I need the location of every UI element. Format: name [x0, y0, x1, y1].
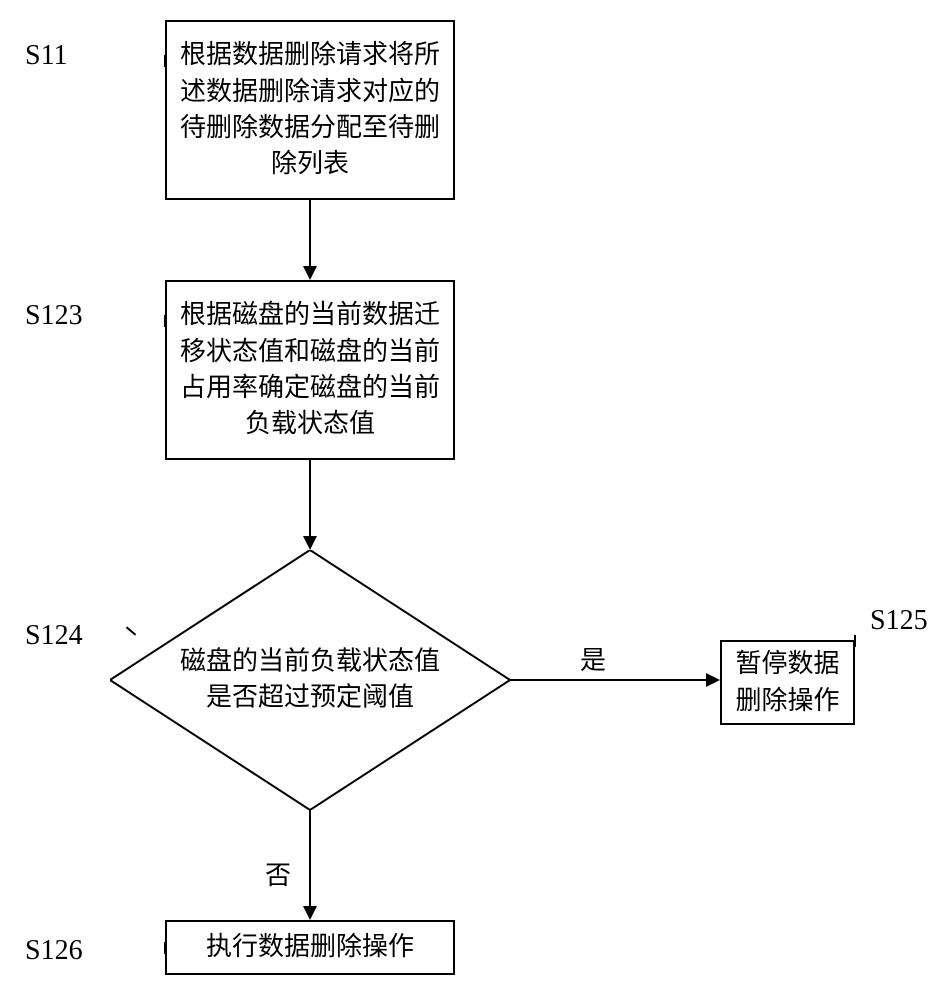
box-s11: 根据数据删除请求将所述数据删除请求对应的待删除数据分配至待删除列表 — [165, 20, 455, 200]
diamond-s124-text: 磁盘的当前负载状态值是否超过预定阈值 — [180, 644, 440, 717]
arrow-s123-s124 — [309, 460, 311, 536]
tick-s123 — [164, 315, 166, 327]
arrow-s124-s126 — [309, 810, 311, 906]
label-s125: S125 — [870, 605, 928, 637]
tick-s126 — [164, 942, 166, 954]
box-s126: 执行数据删除操作 — [165, 920, 455, 975]
arrow-s11-s123 — [309, 200, 311, 266]
box-s123: 根据磁盘的当前数据迁移状态值和磁盘的当前占用率确定磁盘的当前负载状态值 — [165, 280, 455, 460]
label-s126: S126 — [25, 935, 83, 967]
box-s125-text: 暂停数据删除操作 — [730, 646, 845, 719]
edge-label-no: 否 — [265, 855, 291, 892]
diamond-s124: 磁盘的当前负载状态值是否超过预定阈值 — [110, 550, 510, 810]
tick-s125 — [854, 635, 856, 647]
arrowhead-s123-s124 — [303, 536, 317, 550]
label-s124: S124 — [25, 620, 83, 652]
edge-label-yes: 是 — [580, 640, 606, 677]
box-s123-text: 根据磁盘的当前数据迁移状态值和磁盘的当前占用率确定磁盘的当前负载状态值 — [175, 297, 445, 443]
label-s11: S11 — [25, 40, 68, 72]
box-s125: 暂停数据删除操作 — [720, 640, 855, 725]
tick-s11 — [164, 55, 166, 67]
arrowhead-s124-s125 — [706, 673, 720, 687]
arrow-s124-s125 — [510, 679, 706, 681]
arrowhead-s124-s126 — [303, 906, 317, 920]
box-s126-text: 执行数据删除操作 — [206, 929, 414, 965]
label-s123: S123 — [25, 300, 83, 332]
box-s11-text: 根据数据删除请求将所述数据删除请求对应的待删除数据分配至待删除列表 — [175, 37, 445, 183]
arrowhead-s11-s123 — [303, 266, 317, 280]
